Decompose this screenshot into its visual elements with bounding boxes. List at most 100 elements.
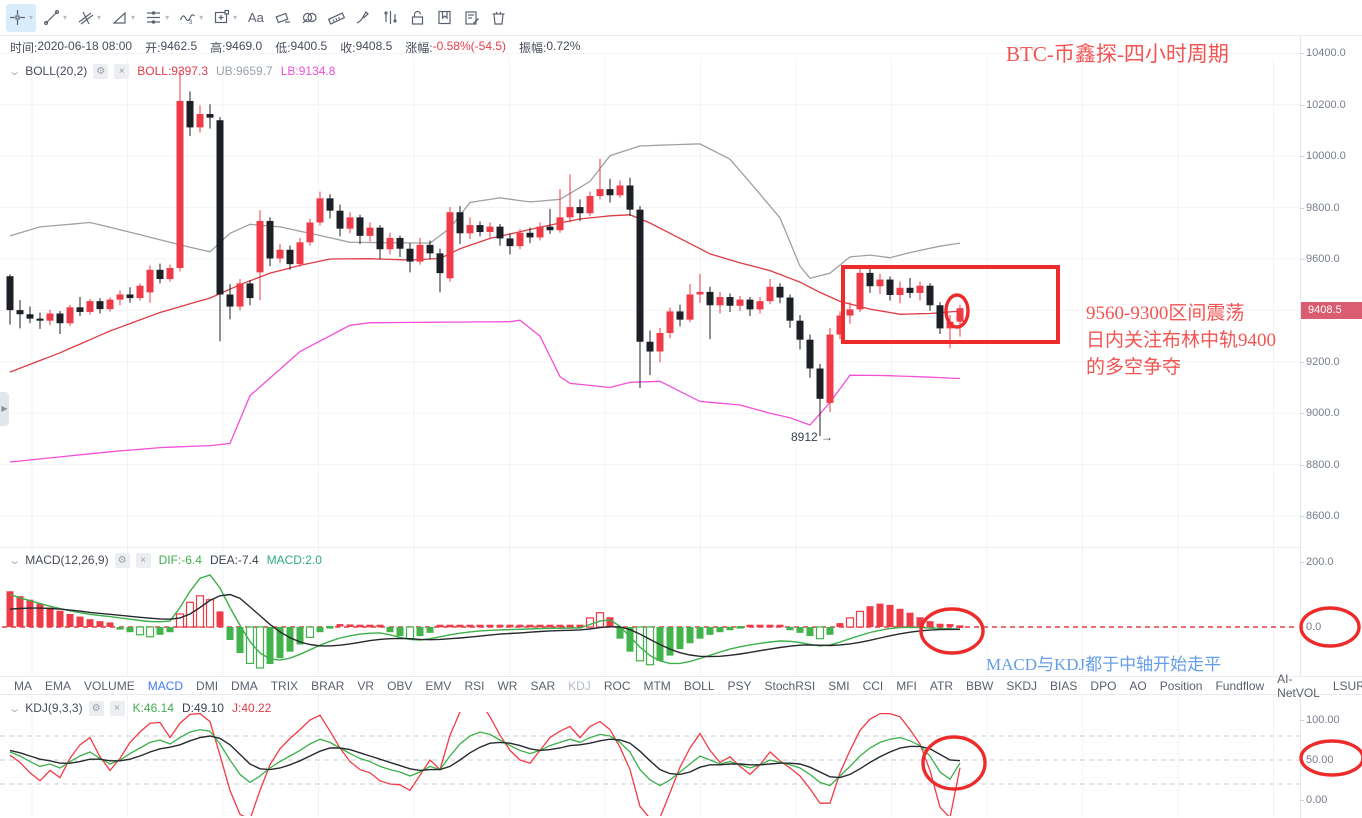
measure-tool[interactable] [379, 4, 402, 32]
shape-tool[interactable]: ▾ [210, 4, 240, 32]
tab-cci[interactable]: CCI [862, 678, 884, 693]
close-icon[interactable]: × [114, 63, 130, 79]
chevron-down-icon[interactable]: ⌄ [8, 702, 22, 715]
tab-boll[interactable]: BOLL [683, 678, 715, 693]
rings-tool[interactable] [298, 4, 321, 32]
tab-psy[interactable]: PSY [727, 678, 752, 693]
tab-dmi[interactable]: DMI [196, 678, 219, 693]
low-price-label: 8912 → [790, 430, 833, 444]
tab-skdj[interactable]: SKDJ [1006, 678, 1038, 693]
kdj-k-value: K:46.14 [132, 701, 174, 715]
caret-down-icon[interactable]: ▾ [199, 13, 204, 22]
tab-atr[interactable]: ATR [929, 678, 954, 693]
xlines-icon [78, 11, 94, 25]
eraser-tool[interactable] [271, 4, 294, 32]
tab-rsi[interactable]: RSI [464, 678, 485, 693]
caret-down-icon[interactable]: ▾ [63, 13, 68, 22]
tab-fundflow[interactable]: Fundflow [1215, 678, 1265, 693]
axis-tick-label: 10200.0 [1300, 98, 1346, 111]
caret-down-icon[interactable]: ▾ [29, 13, 34, 22]
tab-roc[interactable]: ROC [603, 678, 631, 693]
tab-vr[interactable]: VR [357, 678, 375, 693]
settings-icon[interactable]: ⚙ [88, 700, 104, 716]
boll-ub-value: UB:9659.7 [216, 64, 273, 78]
tab-ema[interactable]: EMA [45, 678, 72, 693]
tab-trix[interactable]: TRIX [270, 678, 299, 693]
bookmark-icon [438, 10, 451, 25]
tab-sar[interactable]: SAR [530, 678, 556, 693]
parallel-channel-tool[interactable]: ▾ [142, 4, 172, 32]
caret-down-icon[interactable]: ▾ [97, 13, 102, 22]
boll-header: ⌄ BOLL(20,2) ⚙ × BOLL:9397.3 UB:9659.7 L… [8, 62, 335, 80]
tab-smi[interactable]: SMI [828, 678, 850, 693]
macd-header: ⌄ MACD(12,26,9) ⚙ × DIF:-6.4 DEA:-7.4 MA… [8, 551, 322, 569]
sidebar-collapse-handle[interactable]: ▶ [0, 392, 9, 426]
ruler-icon [328, 12, 346, 25]
tab-bias[interactable]: BIAS [1050, 678, 1078, 693]
close-icon[interactable]: × [109, 700, 125, 716]
indicator-tabs: MA EMA VOLUME MACD DMI DMA TRIX BRAR VR OBV EMV RSI… [0, 672, 1362, 700]
tab-mfi[interactable]: MFI [896, 678, 917, 693]
settings-icon[interactable]: ⚙ [114, 552, 130, 568]
infobar-item: 时间: 2020-06-18 08:00 [10, 38, 133, 55]
pen-tool[interactable] [352, 4, 375, 32]
clipboard-icon [465, 11, 480, 25]
tab-obv[interactable]: OBV [387, 678, 413, 693]
tab-ao[interactable]: AO [1129, 678, 1147, 693]
multi-line-tool[interactable]: ▾ [74, 4, 104, 32]
infobar-item: 涨幅: -0.58%(-54.5) [405, 38, 506, 55]
kdj-header: ⌄ KDJ(9,3,3) ⚙ × K:46.14 D:49.10 J:40.22 [8, 699, 271, 717]
price-axis[interactable] [1300, 36, 1301, 818]
triangle-icon [112, 11, 126, 24]
crosshair-tool[interactable]: ▾ [6, 3, 37, 32]
text-tool[interactable]: Aa [244, 4, 267, 32]
measure-icon [384, 11, 397, 24]
trendline-tool[interactable]: ▾ [40, 4, 70, 32]
boll-value: BOLL:9397.3 [137, 64, 208, 78]
tab-mtm[interactable]: MTM [643, 678, 671, 693]
channel-icon [147, 11, 161, 24]
tab-dpo[interactable]: DPO [1090, 678, 1117, 693]
macd-title: MACD(12,26,9) [25, 553, 109, 567]
tab-macd[interactable]: MACD [147, 678, 184, 693]
caret-down-icon[interactable]: ▾ [131, 13, 136, 22]
tab-dma[interactable]: DMA [231, 678, 258, 693]
tab-ma[interactable]: MA [14, 678, 32, 693]
chevron-down-icon[interactable]: ⌄ [8, 554, 22, 567]
tab-position[interactable]: Position [1159, 678, 1203, 693]
axis-tick-label: 9800.0 [1300, 201, 1340, 214]
infobar-item: 高: 9469.0 [210, 38, 263, 55]
tab-ai-netvol[interactable]: AI-NetVOL [1277, 671, 1320, 700]
caret-down-icon[interactable]: ▾ [233, 13, 238, 22]
triangle-tool[interactable]: ▾ [108, 4, 138, 32]
wave-tool[interactable]: 3 ▾ [176, 4, 206, 32]
wave-icon: 3 [180, 14, 196, 26]
close-icon[interactable]: × [135, 552, 151, 568]
tab-wr[interactable]: WR [497, 678, 518, 693]
caret-down-icon[interactable]: ▾ [165, 13, 170, 22]
chevron-down-icon[interactable]: ⌄ [8, 65, 22, 78]
tab-lsur[interactable]: LSUR [1332, 678, 1362, 693]
boll-title: BOLL(20,2) [25, 64, 88, 78]
pane-divider[interactable] [0, 547, 1300, 548]
kdj-d-value: D:49.10 [181, 701, 224, 715]
lock-tool[interactable] [406, 4, 429, 32]
infobar-item: 振幅: 0.72% [519, 38, 581, 55]
tab-stochrsi[interactable]: StochRSI [764, 678, 816, 693]
bookmark-tool[interactable] [433, 4, 456, 32]
infobar-item: 开: 9462.5 [145, 38, 198, 55]
settings-icon[interactable]: ⚙ [93, 63, 109, 79]
tab-volume[interactable]: VOLUME [84, 678, 135, 693]
line-icon [44, 10, 60, 26]
tab-bbw[interactable]: BBW [966, 678, 994, 693]
tab-kdj[interactable]: KDJ [568, 678, 591, 693]
macd-dea-value: DEA:-7.4 [209, 553, 259, 567]
ruler-tool[interactable] [325, 4, 348, 32]
clipboard-tool[interactable] [460, 4, 483, 32]
tab-emv[interactable]: EMV [425, 678, 452, 693]
kdj-title: KDJ(9,3,3) [25, 701, 83, 715]
tab-brar[interactable]: BRAR [311, 678, 345, 693]
delete-tool[interactable] [487, 4, 510, 32]
